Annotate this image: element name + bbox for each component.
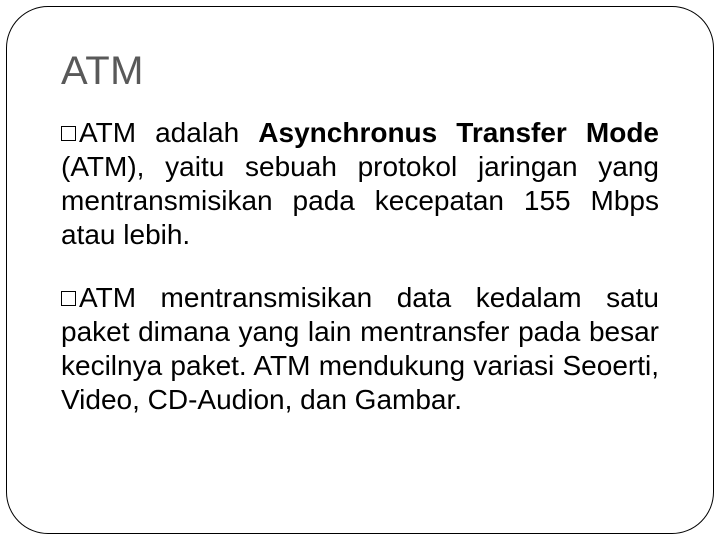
paragraph-text: ATM mentransmisikan data kedalam satu pa… (61, 281, 659, 418)
slide-frame: ATM ATM adalah Asynchronus Transfer Mode… (6, 6, 714, 534)
text-run: ATM mentransmisikan data kedalam satu pa… (61, 282, 659, 415)
slide-body: ATM adalah Asynchronus Transfer Mode (AT… (61, 116, 659, 417)
text-run: (ATM), yaitu sebuah protokol jaringan ya… (61, 151, 659, 250)
text-run: ATM adalah (79, 117, 258, 148)
text-run-bold: Asynchronus Transfer Mode (258, 117, 659, 148)
bullet-paragraph: ATM mentransmisikan data kedalam satu pa… (61, 281, 659, 418)
bullet-paragraph: ATM adalah Asynchronus Transfer Mode (AT… (61, 116, 659, 253)
square-bullet-icon (61, 126, 76, 141)
slide-title: ATM (61, 49, 659, 94)
square-bullet-icon (61, 291, 76, 306)
paragraph-text: ATM adalah Asynchronus Transfer Mode (AT… (61, 116, 659, 253)
